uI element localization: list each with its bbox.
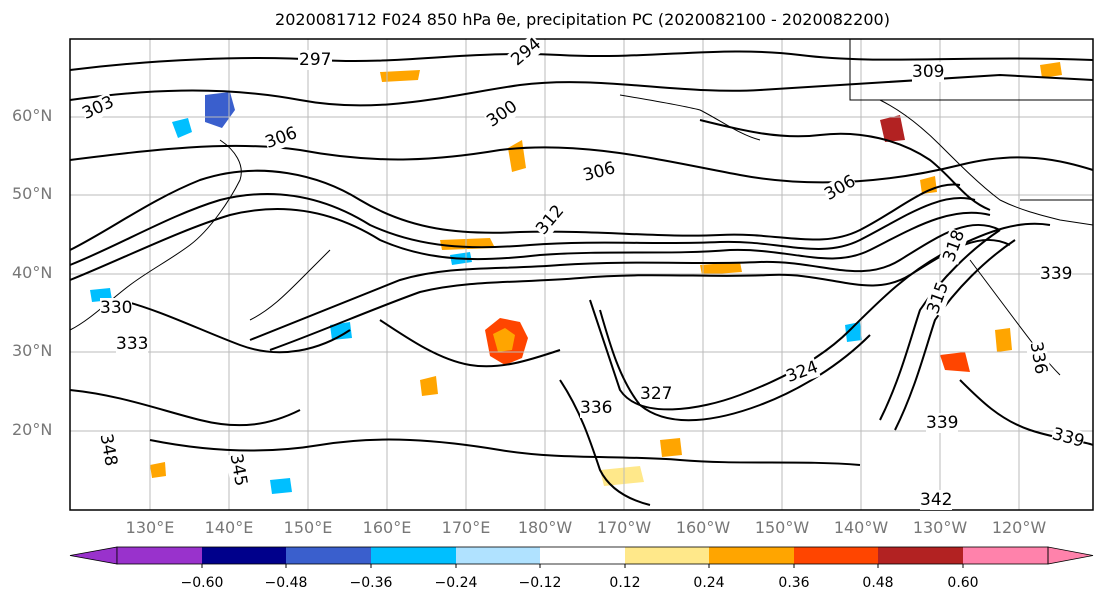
- colorbar: [69, 546, 1094, 568]
- lon-label: 160°E: [362, 518, 412, 537]
- lon-label: 180°W: [517, 518, 573, 537]
- lat-label: 40°N: [12, 263, 53, 282]
- lon-label: 170°E: [441, 518, 491, 537]
- colorbar-tick-label: 0.12: [609, 575, 641, 591]
- map-title: 2020081712 F024 850 hPa θe, precipitatio…: [275, 10, 890, 29]
- contour-label: 339: [926, 413, 959, 433]
- colorbar-tick-label: −0.24: [434, 575, 478, 591]
- lat-label: 30°N: [12, 341, 53, 360]
- colorbar-segment: [117, 547, 202, 564]
- colorbar-segment: [286, 547, 371, 564]
- colorbar-tick-label: 0.24: [693, 575, 725, 591]
- colorbar-extend-min: [69, 546, 118, 565]
- lon-label: 130°E: [125, 518, 175, 537]
- colorbar-tick-label: −0.48: [264, 575, 308, 591]
- contour-label: 333: [116, 334, 149, 354]
- lon-label: 160°W: [675, 518, 731, 537]
- colorbar-tick-label: 0.36: [778, 575, 810, 591]
- colorbar-tick-label: 0.48: [862, 575, 894, 591]
- colorbar-segment: [540, 547, 625, 564]
- contour-label: 309: [912, 62, 945, 82]
- lon-label: 130°W: [912, 518, 968, 537]
- colorbar-tick-label: −0.36: [349, 575, 393, 591]
- colorbar-extend-max: [1047, 546, 1094, 565]
- graticule: [70, 39, 1093, 510]
- contour-label: 330: [100, 298, 133, 318]
- lon-label: 140°E: [204, 518, 254, 537]
- lon-label: 170°W: [596, 518, 652, 537]
- contour-label: 339: [1040, 264, 1073, 284]
- colorbar-tick-label: −0.60: [180, 575, 224, 591]
- lat-label: 50°N: [12, 184, 53, 203]
- lat-label: 60°N: [12, 106, 53, 125]
- colorbar-frame: [116, 546, 1049, 565]
- map-frame: [69, 38, 1094, 511]
- colorbar-segment: [963, 547, 1048, 564]
- lon-label: 140°W: [833, 518, 889, 537]
- colorbar-segment: [202, 547, 286, 564]
- colorbar-tick-label: −0.12: [518, 575, 562, 591]
- colorbar-tick-label: 0.60: [947, 575, 979, 591]
- contour-label: 342: [920, 490, 953, 510]
- colorbar-segment: [878, 547, 963, 564]
- colorbar-segment: [456, 547, 540, 564]
- lat-label: 20°N: [12, 420, 53, 439]
- contour-label: 336: [580, 398, 613, 418]
- colorbar-segment: [625, 547, 709, 564]
- colorbar-segment: [371, 547, 456, 564]
- contour-label: 297: [298, 50, 333, 70]
- lon-label: 150°W: [754, 518, 810, 537]
- colorbar-segment: [709, 547, 794, 564]
- colorbar-segment: [794, 547, 878, 564]
- lon-label: 120°W: [991, 518, 1047, 537]
- lon-label: 150°E: [283, 518, 333, 537]
- contour-label: 327: [640, 384, 673, 404]
